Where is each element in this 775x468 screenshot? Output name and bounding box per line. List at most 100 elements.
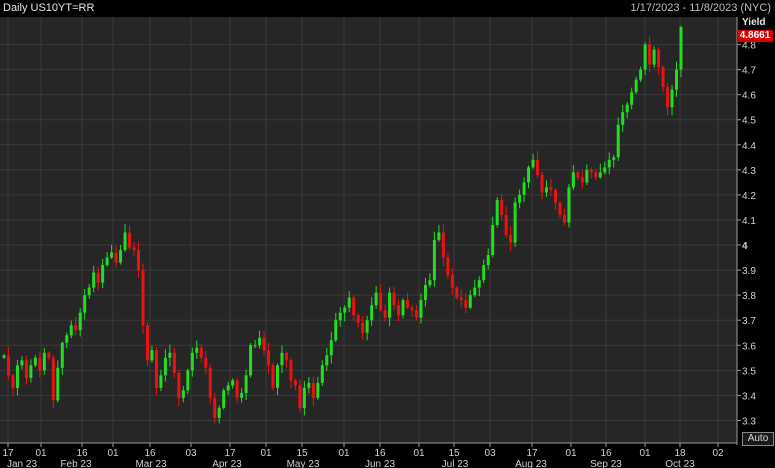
- x-day-label: 16: [600, 448, 612, 459]
- candle-body: [549, 187, 553, 190]
- chart-title: Daily US10YT=RR: [3, 2, 95, 14]
- y-tick-label: 4.6: [742, 91, 756, 102]
- candle-body: [634, 79, 638, 93]
- candle-body: [33, 357, 37, 366]
- auto-scale-button[interactable]: Auto: [742, 432, 774, 446]
- candle-body: [361, 322, 365, 333]
- candle-body: [392, 292, 396, 306]
- y-tick-label: 3.6: [742, 341, 756, 352]
- x-day-label: 03: [484, 448, 496, 459]
- candle-body: [406, 300, 410, 308]
- candle-body: [334, 320, 338, 341]
- candle-body: [531, 159, 535, 168]
- candle-body: [302, 387, 306, 408]
- x-month-label: Jun 23: [365, 459, 395, 468]
- candle-body: [271, 365, 275, 388]
- candle-body: [432, 240, 436, 281]
- candle-body: [585, 169, 589, 183]
- candle-body: [101, 265, 105, 283]
- candle-body: [222, 390, 226, 408]
- y-tick-label: 4.5: [742, 116, 756, 127]
- y-tick-label: 4.8: [742, 41, 756, 52]
- candle-body: [544, 187, 548, 193]
- candle-body: [509, 235, 513, 243]
- candle-body: [383, 310, 387, 318]
- candles: [2, 25, 683, 424]
- candle-body: [141, 270, 145, 326]
- x-day-label: 15: [296, 448, 308, 459]
- candle-body: [401, 300, 405, 316]
- candle-body: [316, 382, 320, 398]
- candle-body: [527, 167, 531, 183]
- x-day-label: 01: [260, 448, 272, 459]
- y-axis: 3.3 3.4 3.5 3.6 3.7 3.8 3.9 4 4.1 4.2 4.3 4.4 4.5 4.6…: [737, 41, 756, 427]
- x-day-label: 01: [107, 448, 119, 459]
- candle-body: [289, 360, 293, 381]
- candle-body: [379, 292, 383, 311]
- candle-body: [2, 355, 6, 358]
- candle-body: [226, 385, 230, 391]
- candle-body: [284, 352, 288, 361]
- x-day-label: 01: [35, 448, 47, 459]
- candle-body: [558, 202, 562, 215]
- candle-body: [522, 182, 526, 195]
- candle-body: [217, 407, 221, 418]
- candle-body: [553, 189, 557, 203]
- candle-body: [208, 367, 212, 398]
- candle-body: [486, 255, 490, 266]
- x-month-label: May 23: [287, 459, 320, 468]
- x-day-label: 01: [413, 448, 425, 459]
- candle-body: [594, 172, 598, 178]
- candle-body: [482, 265, 486, 281]
- y-tick-label: 3.3: [742, 416, 756, 427]
- candle-body: [455, 287, 459, 298]
- candle-body: [11, 375, 15, 388]
- candle-body: [132, 247, 136, 251]
- x-month-label: Mar 23: [135, 459, 167, 468]
- candle-body: [675, 69, 679, 90]
- x-month-label: Feb 23: [60, 459, 92, 468]
- candle-body: [159, 375, 163, 388]
- candle-body: [397, 305, 401, 316]
- candle-body: [441, 232, 445, 258]
- candle-body: [145, 325, 149, 361]
- candle-body: [83, 295, 87, 313]
- y-tick-label: 3.5: [742, 366, 756, 377]
- candle-body: [562, 214, 566, 223]
- candle-body: [388, 292, 392, 318]
- candle-body: [186, 370, 190, 391]
- candle-body: [267, 350, 271, 366]
- candle-body: [51, 357, 55, 401]
- candle-body: [128, 232, 132, 248]
- grid-lines: [0, 17, 737, 443]
- candle-body: [204, 357, 208, 368]
- candle-body: [491, 224, 495, 256]
- candle-body: [38, 357, 42, 371]
- candle-body: [414, 310, 418, 318]
- candle-body: [307, 382, 311, 388]
- candle-body: [625, 104, 629, 113]
- y-tick-label: 4.7: [742, 66, 756, 77]
- candle-body: [374, 292, 378, 306]
- candle-body: [352, 297, 356, 316]
- candle-body: [56, 367, 60, 401]
- x-axis: 17 01 16 01 16 03 17 01 15 01 16 01 15 03 17 01 16 01 18 02…: [2, 443, 724, 468]
- candle-body: [275, 365, 279, 388]
- x-day-label: 16: [144, 448, 156, 459]
- candle-body: [114, 252, 118, 263]
- x-day-label: 01: [565, 448, 577, 459]
- candle-body: [580, 177, 584, 183]
- candle-body: [168, 352, 172, 358]
- candle-body: [244, 375, 248, 393]
- candle-body: [598, 172, 602, 178]
- candle-body: [329, 340, 333, 356]
- candle-body: [249, 345, 253, 376]
- candle-body: [87, 287, 91, 296]
- candle-body: [298, 385, 302, 408]
- candle-body: [500, 199, 504, 215]
- x-month-label: Oct 23: [665, 459, 695, 468]
- candle-body: [370, 305, 374, 321]
- x-day-label: 17: [526, 448, 538, 459]
- candle-body: [24, 360, 28, 378]
